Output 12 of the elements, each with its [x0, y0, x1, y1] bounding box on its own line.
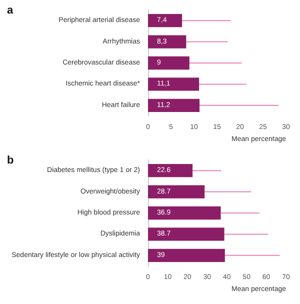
text: b	[7, 154, 14, 166]
bar	[148, 206, 221, 220]
bar	[148, 164, 193, 178]
bar	[148, 248, 225, 262]
bar	[148, 228, 224, 241]
bar	[148, 14, 182, 28]
bar	[148, 35, 186, 48]
text: a	[7, 4, 14, 16]
bar	[148, 185, 205, 198]
bar	[148, 98, 200, 112]
bar	[148, 56, 190, 70]
bar	[148, 78, 200, 91]
